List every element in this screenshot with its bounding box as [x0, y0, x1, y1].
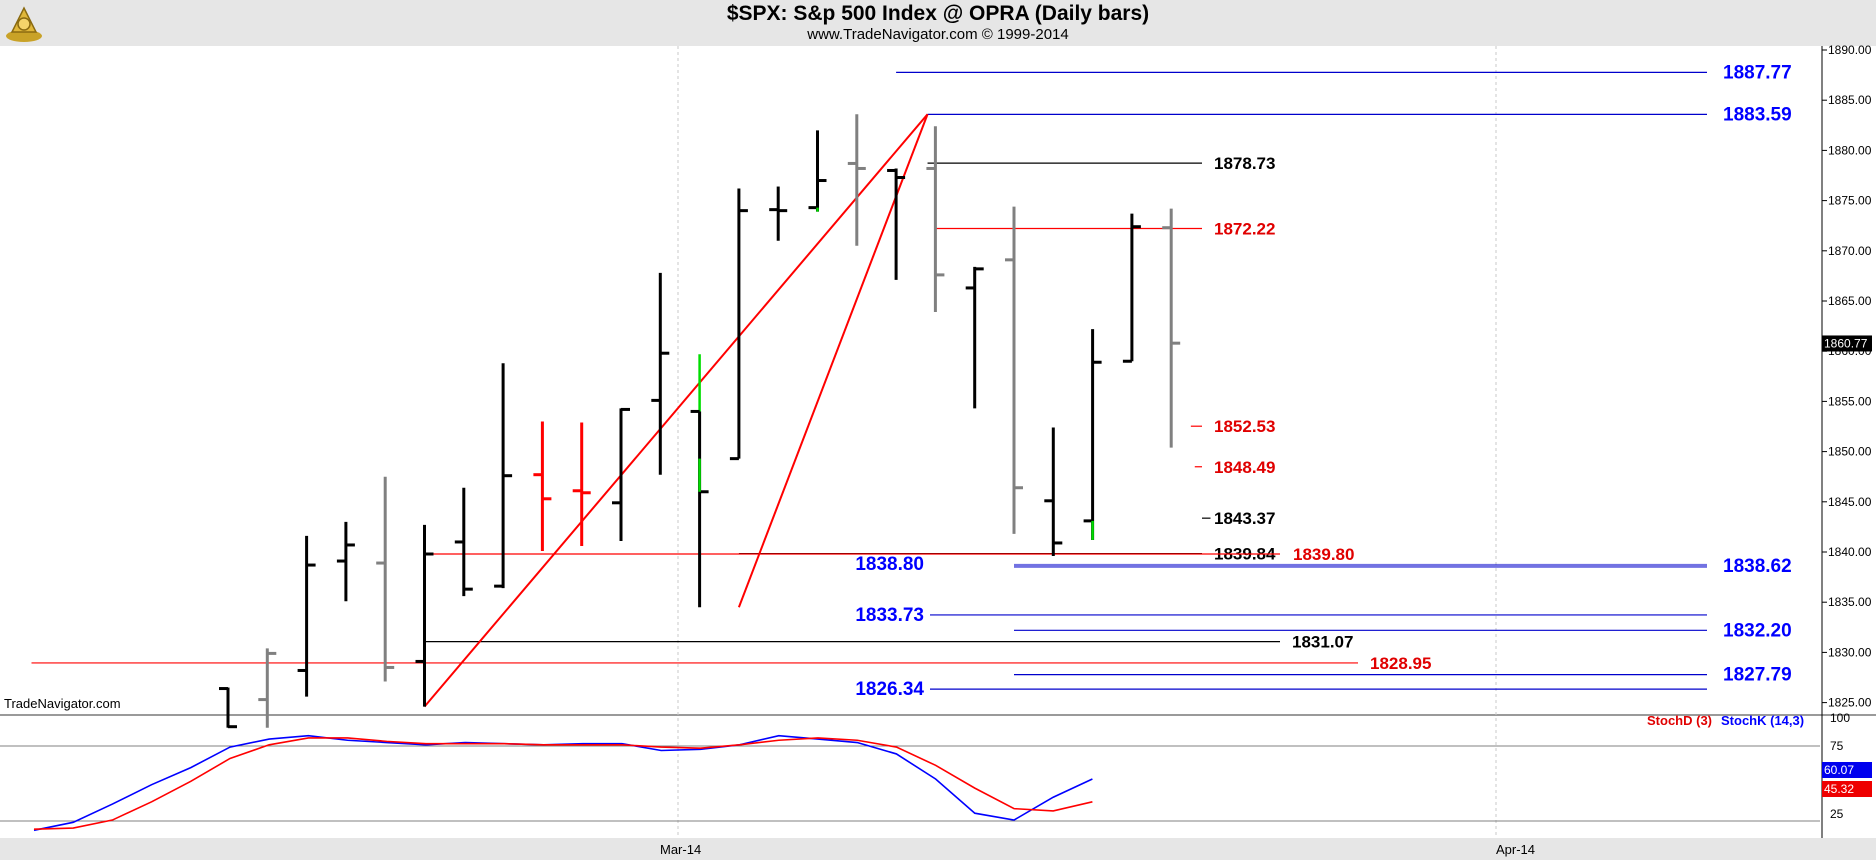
tradenavigator-logo-icon — [2, 2, 46, 44]
y-tick-label: 1850.00 — [1828, 445, 1872, 459]
level-label: 1878.73 — [1214, 154, 1275, 173]
legend-stochk: StochK (14,3) — [1721, 713, 1805, 728]
level-label: 1827.79 — [1723, 665, 1792, 686]
stochk-value: 60.07 — [1824, 763, 1854, 777]
stochk-value-box — [1822, 762, 1872, 778]
stoch-tick-label: 25 — [1830, 807, 1844, 821]
level-label: 1828.95 — [1370, 654, 1431, 673]
y-tick-label: 1890.00 — [1828, 43, 1872, 57]
level-label: 1872.22 — [1214, 220, 1275, 239]
stochk-line — [33, 734, 1093, 832]
x-label-mar: Mar-14 — [660, 842, 702, 857]
y-tick-label: 1865.00 — [1828, 294, 1872, 308]
last-price-label: 1860.77 — [1824, 336, 1868, 350]
level-label: 1838.80 — [855, 554, 924, 575]
level-label: 1887.77 — [1723, 62, 1792, 83]
y-tick-label: 1845.00 — [1828, 495, 1872, 509]
level-label: 1831.07 — [1292, 633, 1353, 652]
level-label: 1832.20 — [1723, 620, 1792, 641]
trend-line — [423, 113, 929, 708]
y-tick-label: 1830.00 — [1828, 645, 1872, 659]
level-label: 1833.73 — [855, 605, 924, 626]
y-tick-label: 1885.00 — [1828, 93, 1872, 107]
chart-header — [0, 0, 1876, 46]
stochd-value-box — [1822, 781, 1872, 797]
level-label: 1838.62 — [1723, 556, 1792, 577]
y-tick-label: 1875.00 — [1828, 194, 1872, 208]
y-tick-label: 1825.00 — [1828, 696, 1872, 710]
watermark: TradeNavigator.com — [4, 696, 121, 711]
stochd-line — [33, 737, 1093, 830]
date-axis-bar — [0, 838, 1876, 860]
y-tick-label: 1855.00 — [1828, 394, 1872, 408]
level-label: 1826.34 — [855, 679, 924, 700]
y-tick-label: 1840.00 — [1828, 545, 1872, 559]
stoch-tick-label: 75 — [1830, 739, 1844, 753]
level-label: 1843.37 — [1214, 509, 1275, 528]
last-price-box — [1822, 335, 1872, 352]
level-label: 1852.53 — [1214, 417, 1275, 436]
chart-subtitle: www.TradeNavigator.com © 1999-2014 — [807, 26, 1069, 43]
y-tick-label: 1880.00 — [1828, 143, 1872, 157]
stochd-value: 45.32 — [1824, 782, 1854, 796]
level-label: 1883.59 — [1723, 104, 1792, 125]
chart-title: $SPX: S&p 500 Index @ OPRA (Daily bars) — [726, 2, 1150, 25]
legend-stochd: StochD (3) — [1647, 713, 1712, 728]
y-tick-label: 1835.00 — [1828, 595, 1872, 609]
level-label: 1839.80 — [1293, 545, 1354, 564]
level-label: 1848.49 — [1214, 458, 1275, 477]
y-tick-label: 1870.00 — [1828, 244, 1872, 258]
x-label-apr: Apr-14 — [1496, 842, 1536, 857]
stoch-tick-label: 100 — [1830, 711, 1850, 725]
